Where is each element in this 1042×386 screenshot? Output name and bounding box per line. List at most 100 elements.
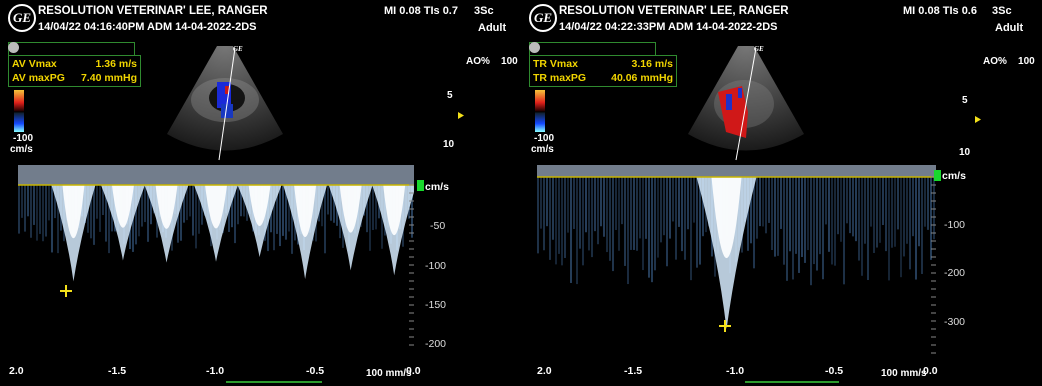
spectrum-noise	[240, 185, 242, 217]
spectrum-noise	[855, 177, 857, 242]
spectrum-noise	[540, 177, 542, 229]
time-tick: 2.0	[537, 365, 552, 377]
spectrum-noise	[321, 185, 323, 227]
velocity-tick: -200	[944, 267, 966, 279]
spectrum-noise	[813, 177, 815, 265]
velocity-tick: -200	[425, 338, 447, 350]
measurement-row: TR maxPG 40.06 mmHg	[533, 71, 673, 85]
spectrum-noise	[663, 177, 665, 236]
spectrum-core	[339, 185, 362, 233]
measurement-row: AV Vmax 1.36 m/s	[12, 57, 137, 71]
depth-tick: 5	[962, 95, 968, 106]
spectrum-noise	[27, 185, 29, 217]
spectrum-noise	[627, 177, 629, 285]
color-scale-min: -100	[13, 133, 34, 144]
spectrum-noise	[801, 177, 803, 257]
spectrum-noise	[747, 177, 749, 251]
spectrum-band	[18, 165, 414, 185]
spectrum-noise	[918, 177, 920, 247]
spectrum-noise	[144, 185, 146, 223]
doppler-spectrum	[537, 165, 936, 354]
spectrum-noise	[285, 185, 287, 240]
spectrum-noise	[825, 177, 827, 225]
spectrum-noise	[651, 177, 653, 283]
spectrum-noise	[48, 185, 50, 221]
mi-tis-readout: MI 0.08 TIs 0.6	[903, 5, 977, 17]
spectrum-noise	[141, 185, 143, 227]
spectrum-noise	[753, 177, 755, 269]
measurement-value: 3.16 m/s	[631, 58, 673, 70]
ge-logo: GE	[529, 4, 557, 32]
focus-marker	[975, 116, 981, 123]
spectrum-noise	[369, 185, 371, 251]
spectrum-noise	[615, 177, 617, 230]
color-scale-unit: cm/s	[531, 144, 554, 155]
time-tick: -0.5	[825, 365, 844, 377]
spectrum-noise	[765, 177, 767, 234]
spectrum-noise	[600, 177, 602, 227]
spectrum-noise	[288, 185, 290, 232]
spectrum-noise	[147, 185, 149, 242]
depth-tick: 10	[959, 147, 971, 158]
spectrum-core	[111, 185, 134, 228]
measurement-label: AV Vmax	[12, 58, 57, 70]
probe-orientation-mark: GE	[233, 45, 243, 53]
spectrum-noise	[861, 177, 863, 276]
spectrum-core	[294, 185, 317, 238]
spectrum-noise	[582, 177, 584, 266]
measurement-label: TR Vmax	[533, 58, 578, 70]
measurement-value: 1.36 m/s	[95, 58, 137, 70]
spectrum-noise	[846, 177, 848, 224]
spectrum-noise	[411, 185, 413, 238]
spectrum-noise	[621, 177, 623, 225]
spectrum-noise	[693, 177, 695, 223]
spectrum-noise	[873, 177, 875, 253]
spectrum-noise	[657, 177, 659, 258]
spectrum-noise	[51, 185, 53, 253]
spectrum-noise	[921, 177, 923, 274]
vmax-caliper	[719, 320, 731, 332]
spectrum-noise	[579, 177, 581, 249]
time-tick: -1.5	[624, 365, 643, 377]
spectrum-noise	[696, 177, 698, 268]
spectrum-noise	[561, 177, 563, 266]
ge-logo-text: GE	[533, 10, 553, 25]
spectrum-noise	[279, 185, 281, 247]
spectrum-noise	[375, 185, 377, 230]
spectrum-noise	[603, 177, 605, 237]
spectrum-noise	[816, 177, 818, 271]
spectrum-core	[205, 185, 227, 229]
spectrum-noise	[138, 185, 140, 237]
spectrum-core	[248, 185, 271, 227]
velocity-tick: -50	[430, 220, 446, 232]
spectrum-noise	[666, 177, 668, 267]
spectrum-noise	[42, 185, 44, 242]
spectrum-noise	[195, 185, 197, 249]
spectrum-noise	[909, 177, 911, 270]
spectrum-noise	[837, 177, 839, 235]
color-scale-unit: cm/s	[10, 144, 33, 155]
spectrum-noise	[864, 177, 866, 244]
spectrum-noise	[675, 177, 677, 260]
spectrum-noise	[21, 185, 23, 218]
spectrum-band	[537, 165, 936, 177]
ao-label: AO% 100	[466, 56, 518, 67]
spectrum-noise	[777, 177, 779, 256]
spectrum-noise	[333, 185, 335, 223]
spectrum-noise	[780, 177, 782, 229]
spectrum-noise	[189, 185, 191, 217]
ge-logo: GE	[8, 4, 36, 32]
spectrum-noise	[831, 177, 833, 265]
spectrum-noise	[570, 177, 572, 283]
spectrum-noise	[672, 177, 674, 222]
spectrum-noise	[585, 177, 587, 233]
spectrum-noise	[912, 177, 914, 237]
spectrum-noise	[549, 177, 551, 260]
spectrum-noise	[690, 177, 692, 281]
spectrum-noise	[576, 177, 578, 285]
2d-sector-image: GE	[167, 45, 283, 161]
spectrum-noise	[897, 177, 899, 230]
spectrum-noise	[273, 185, 275, 251]
spectrum-noise	[771, 177, 773, 251]
depth-tick: 10	[443, 139, 455, 150]
